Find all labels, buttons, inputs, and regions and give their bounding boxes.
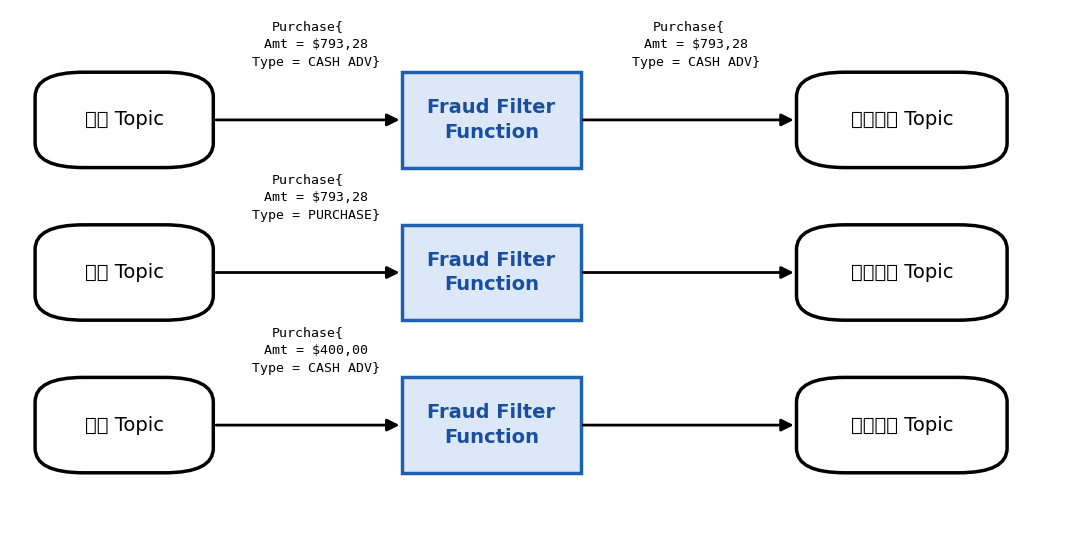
- FancyBboxPatch shape: [796, 377, 1007, 473]
- Text: 潜在欺诈 Topic: 潜在欺诈 Topic: [851, 111, 953, 129]
- Text: 支付 Topic: 支付 Topic: [84, 416, 164, 434]
- FancyBboxPatch shape: [796, 72, 1007, 167]
- FancyBboxPatch shape: [35, 72, 214, 167]
- FancyBboxPatch shape: [402, 377, 581, 473]
- Text: Purchase{
  Amt = $793,28
  Type = CASH ADV}: Purchase{ Amt = $793,28 Type = CASH ADV}: [235, 21, 380, 69]
- Text: Purchase{
  Amt = $793,28
  Type = CASH ADV}: Purchase{ Amt = $793,28 Type = CASH ADV}: [617, 21, 760, 69]
- Text: Purchase{
  Amt = $793,28
  Type = PURCHASE}: Purchase{ Amt = $793,28 Type = PURCHASE}: [235, 173, 380, 222]
- FancyBboxPatch shape: [35, 377, 214, 473]
- Text: Fraud Filter
Function: Fraud Filter Function: [428, 98, 555, 142]
- FancyBboxPatch shape: [35, 225, 214, 320]
- FancyBboxPatch shape: [796, 225, 1007, 320]
- Text: 潜在欺诈 Topic: 潜在欺诈 Topic: [851, 416, 953, 434]
- Text: Fraud Filter
Function: Fraud Filter Function: [428, 403, 555, 447]
- Text: Purchase{
  Amt = $400,00
  Type = CASH ADV}: Purchase{ Amt = $400,00 Type = CASH ADV}: [235, 326, 380, 375]
- FancyBboxPatch shape: [402, 72, 581, 167]
- Text: Fraud Filter
Function: Fraud Filter Function: [428, 251, 555, 294]
- Text: 潜在欺诈 Topic: 潜在欺诈 Topic: [851, 263, 953, 282]
- FancyBboxPatch shape: [402, 225, 581, 320]
- Text: 支付 Topic: 支付 Topic: [84, 263, 164, 282]
- Text: 支付 Topic: 支付 Topic: [84, 111, 164, 129]
